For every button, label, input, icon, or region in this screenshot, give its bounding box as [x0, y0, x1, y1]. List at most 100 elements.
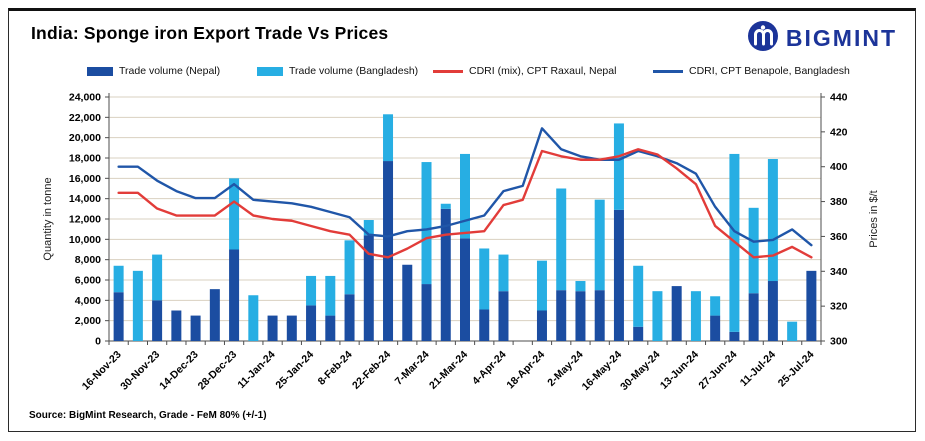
bar-segment-nepal	[171, 310, 182, 341]
svg-text:340: 340	[830, 266, 848, 278]
bar-segment-nepal	[267, 315, 278, 341]
svg-text:380: 380	[830, 196, 848, 208]
svg-text:11-Jan-24: 11-Jan-24	[235, 349, 277, 391]
bar-segment-nepal	[767, 281, 778, 341]
bar-segment-bangladesh	[440, 203, 451, 209]
svg-text:20,000: 20,000	[69, 132, 101, 144]
svg-text:4,000: 4,000	[75, 295, 101, 307]
svg-text:18-Apr-24: 18-Apr-24	[504, 349, 547, 392]
bar-segment-nepal	[729, 331, 740, 341]
svg-text:25-Jul-24: 25-Jul-24	[776, 349, 817, 390]
bar-segment-bangladesh	[652, 291, 663, 341]
chart-title: India: Sponge iron Export Trade Vs Price…	[31, 23, 389, 43]
bar-segment-bangladesh	[363, 220, 374, 236]
svg-text:440: 440	[830, 92, 848, 104]
bar-segment-nepal	[152, 300, 163, 341]
svg-text:8,000: 8,000	[75, 254, 101, 266]
svg-text:13-Jun-24: 13-Jun-24	[658, 349, 701, 392]
bar-segment-bangladesh	[421, 162, 432, 285]
legend-item-raxaul-price: CDRI (mix), CPT Raxaul, Nepal	[433, 65, 616, 77]
bar-segment-bangladesh	[383, 114, 394, 162]
svg-text:18,000: 18,000	[69, 153, 101, 165]
bar-segment-nepal	[536, 310, 547, 341]
bar-segment-bangladesh	[152, 254, 163, 301]
bar-segment-bangladesh	[767, 159, 778, 282]
bar-segment-bangladesh	[306, 275, 317, 306]
bar-segment-nepal	[229, 249, 240, 341]
bar-segment-nepal	[306, 305, 317, 341]
bar-segment-bangladesh	[479, 248, 490, 310]
svg-text:420: 420	[830, 126, 848, 138]
svg-text:10,000: 10,000	[69, 234, 101, 246]
svg-text:11-Jul-24: 11-Jul-24	[738, 349, 778, 389]
svg-text:14,000: 14,000	[69, 193, 101, 205]
bar-segment-nepal	[460, 238, 470, 341]
svg-text:2-May-24: 2-May-24	[545, 349, 585, 389]
svg-text:400: 400	[830, 161, 848, 173]
legend-label: Trade volume (Bangladesh)	[289, 65, 419, 77]
legend-swatch-nepal-bar	[87, 66, 113, 76]
bar-segment-nepal	[479, 309, 490, 341]
svg-text:22-Feb-24: 22-Feb-24	[350, 349, 393, 392]
svg-text:0: 0	[95, 336, 101, 348]
bar-segment-bangladesh	[748, 207, 759, 294]
bar-segment-nepal	[363, 235, 374, 341]
svg-text:300: 300	[830, 336, 848, 348]
bar-segment-nepal	[209, 289, 220, 341]
svg-text:7-Mar-24: 7-Mar-24	[393, 349, 432, 388]
bar-segment-nepal	[710, 315, 721, 341]
svg-text:16-May-24: 16-May-24	[580, 349, 625, 394]
bar-segment-bangladesh	[633, 265, 644, 327]
bar-segment-nepal	[556, 290, 567, 341]
legend-label: CDRI (mix), CPT Raxaul, Nepal	[469, 65, 617, 77]
right-axis-title: Prices in $/t	[868, 190, 880, 247]
bar-segment-bangladesh	[594, 199, 605, 291]
svg-text:25-Jan-24: 25-Jan-24	[273, 349, 316, 392]
chart-panel: India: Sponge iron Export Trade Vs Price…	[8, 8, 916, 432]
svg-text:2,000: 2,000	[75, 315, 101, 327]
bar-segment-nepal	[286, 315, 297, 341]
svg-text:6,000: 6,000	[75, 275, 101, 287]
svg-text:8-Feb-24: 8-Feb-24	[316, 349, 355, 388]
bar-segment-bangladesh	[344, 240, 355, 295]
bar-segment-bangladesh	[613, 123, 624, 210]
bigmint-logo: BIGMINT	[746, 19, 897, 58]
bar-segment-bangladesh	[113, 265, 124, 293]
bar-segment-bangladesh	[690, 291, 701, 341]
source-note: Source: BigMint Research, Grade - FeM 80…	[29, 410, 267, 421]
svg-text:27-Jun-24: 27-Jun-24	[696, 349, 739, 392]
svg-text:30-May-24: 30-May-24	[618, 349, 663, 394]
svg-text:4-Apr-24: 4-Apr-24	[470, 349, 509, 388]
svg-text:360: 360	[830, 231, 848, 243]
svg-text:30-Nov-23: 30-Nov-23	[118, 349, 162, 393]
bar-segment-nepal	[498, 291, 509, 341]
legend-swatch-bangladesh-bar	[257, 66, 283, 76]
bar-segment-bangladesh	[132, 270, 143, 341]
bar-segment-bangladesh	[710, 296, 721, 316]
bar-segment-bangladesh	[229, 178, 240, 250]
left-axis-title: Quantity in tonne	[42, 177, 54, 260]
legend-item-nepal-volume: Trade volume (Nepal)	[87, 65, 220, 77]
svg-text:14-Dec-23: 14-Dec-23	[157, 349, 201, 393]
bar-segment-bangladesh	[575, 281, 586, 292]
legend-label: CDRI, CPT Benapole, Bangladesh	[689, 65, 850, 77]
bar-segment-nepal	[325, 315, 336, 341]
bar-segment-nepal	[383, 161, 394, 341]
bar-segment-nepal	[402, 264, 413, 341]
bar-segment-nepal	[421, 284, 432, 341]
svg-text:320: 320	[830, 301, 848, 313]
bar-segment-nepal	[575, 291, 586, 341]
svg-text:22,000: 22,000	[69, 112, 101, 124]
svg-text:21-Mar-24: 21-Mar-24	[427, 349, 470, 392]
svg-text:16-Nov-23: 16-Nov-23	[80, 349, 124, 393]
bar-segment-bangladesh	[536, 260, 547, 311]
legend-swatch-benapole-line	[653, 69, 683, 73]
legend-swatch-raxaul-line	[433, 69, 463, 73]
bar-segment-nepal	[190, 315, 201, 341]
bar-segment-nepal	[113, 292, 124, 341]
bar-segment-nepal	[344, 294, 355, 341]
bar-segment-bangladesh	[556, 188, 567, 291]
chart-plot: 0 2,000 4,000 6,000 8,000 10,000 12,000 14,000 1…	[42, 92, 880, 394]
bar-segment-nepal	[440, 208, 451, 341]
